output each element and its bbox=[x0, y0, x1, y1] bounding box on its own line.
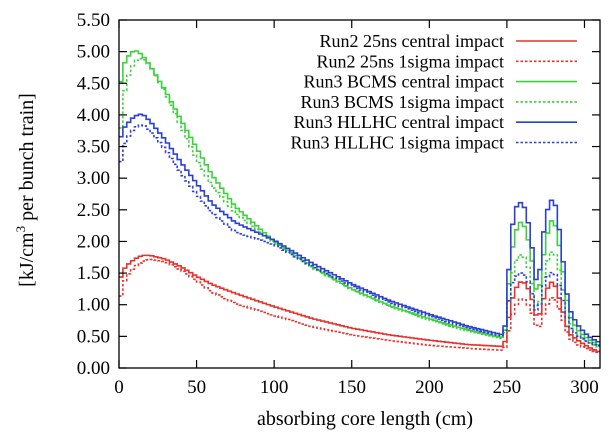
x-tick-label: 150 bbox=[337, 377, 366, 398]
y-axis-title-superscript: 3 bbox=[13, 226, 28, 233]
x-tick-label: 0 bbox=[114, 377, 124, 398]
y-tick-label: 4.00 bbox=[77, 105, 110, 126]
x-axis-title: absorbing core length (cm) bbox=[257, 408, 473, 430]
legend-label-2: Run2 25ns 1sigma impact bbox=[317, 51, 505, 71]
y-tick-label: 2.00 bbox=[77, 231, 110, 252]
y-axis-title-main: [kJ/cm bbox=[16, 232, 38, 287]
series-line-5 bbox=[119, 113, 600, 343]
legend-label-6: Run3 HLLHC 1sigma impact bbox=[291, 133, 504, 153]
axes-layer: 0 50 100 150 200 250 300 0.00 0.50 1.00 1.50 2.00 2.… bbox=[77, 10, 601, 398]
x-tick-label: 50 bbox=[187, 377, 206, 398]
y-tick-label: 3.00 bbox=[77, 168, 110, 189]
legend-label-5: Run3 HLLHC central impact bbox=[294, 112, 504, 132]
series-line-3 bbox=[119, 50, 600, 346]
y-tick-label: 5.00 bbox=[77, 42, 110, 63]
y-tick-label: 3.50 bbox=[77, 137, 110, 158]
y-axis-title: [kJ/cm3 per bunch train] bbox=[13, 93, 38, 287]
y-tick-label: 1.50 bbox=[77, 263, 110, 284]
y-tick-label: 2.50 bbox=[77, 200, 110, 221]
x-tick-label: 300 bbox=[570, 377, 599, 398]
y-tick-label: 0.00 bbox=[77, 358, 110, 379]
y-tick-label: 1.00 bbox=[77, 295, 110, 316]
y-tick-label: 4.50 bbox=[77, 73, 110, 94]
plot-frame bbox=[118, 19, 601, 369]
y-axis-title-rest: per bunch train] bbox=[16, 93, 38, 226]
x-tick-label: 250 bbox=[493, 377, 522, 398]
y-tick-label: 5.50 bbox=[77, 10, 110, 31]
series-line-6 bbox=[119, 124, 600, 347]
series-line-2 bbox=[119, 258, 600, 354]
y-tick-label: 0.50 bbox=[77, 326, 110, 347]
series-line-1 bbox=[119, 254, 600, 353]
legend-label-4: Run3 BCMS 1sigma impact bbox=[300, 92, 504, 112]
x-tick-label: 200 bbox=[415, 377, 444, 398]
legend-label-3: Run3 BCMS central impact bbox=[304, 72, 504, 92]
legend-label-1: Run2 25ns central impact bbox=[320, 31, 504, 51]
x-tick-label: 100 bbox=[260, 377, 289, 398]
series-layer bbox=[119, 50, 600, 354]
